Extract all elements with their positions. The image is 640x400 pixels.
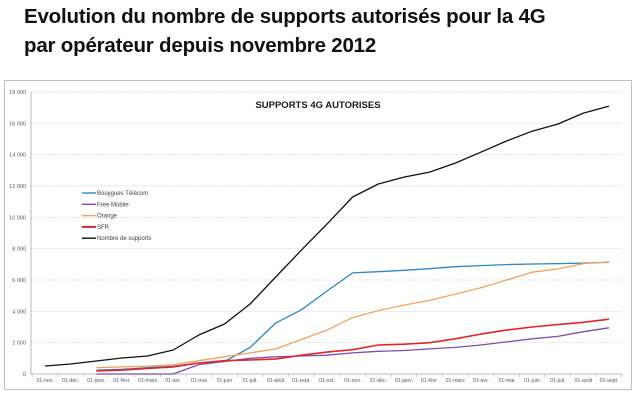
y-tick-label: 0 <box>23 372 26 378</box>
page-title-line-2: par opérateur depuis novembre 2012 <box>24 34 377 57</box>
x-tick-label: 01-juin <box>217 378 233 384</box>
x-tick-label: 01-mars <box>138 378 157 384</box>
legend: Bouygues Télécom Free Mobile Orange SFR Nomb… <box>82 191 151 242</box>
chart-frame <box>4 80 632 390</box>
y-tick-label: 4 000 <box>12 309 26 315</box>
legend-label-nombre-de-supports: Nombre de supports <box>97 236 151 242</box>
series-line-bouygues-telecom <box>96 261 610 371</box>
series-line-sfr <box>96 318 610 372</box>
y-tick-label: 12 000 <box>9 184 26 190</box>
x-tick-label: 01-nov. <box>37 378 54 384</box>
x-tick-label: 01-août <box>575 378 593 384</box>
page-title-line-1: Evolution du nombre de supports autorisé… <box>24 5 546 28</box>
x-tick-label: 01-janv. <box>87 378 105 384</box>
x-tick-label: 01-sept. <box>600 378 619 384</box>
x-tick-label: 01-nov. <box>344 378 361 384</box>
x-tick-label: 01-janv. <box>395 378 413 384</box>
y-tick-label: 8 000 <box>12 247 26 253</box>
x-tick-label: 01-mars <box>446 378 465 384</box>
axes: 0 2 000 4 000 6 000 8 000 10 000 12 000 14 000 1… <box>9 90 623 384</box>
x-tick-label: 01-févr. <box>421 378 438 384</box>
y-tick-label: 14 000 <box>9 153 26 159</box>
x-tick-label: 01-sept. <box>292 378 311 384</box>
x-tick-label: 01-juil. <box>242 378 257 384</box>
page-title: Evolution du nombre de supports autorisé… <box>24 2 546 60</box>
x-tick-label: 01-août <box>267 378 285 384</box>
y-tick-label: 18 000 <box>9 90 26 96</box>
series-line-nombre-de-supports <box>44 105 610 367</box>
x-tick-label: 01-oct. <box>319 378 335 384</box>
x-tick-label: 01-févr. <box>113 378 130 384</box>
x-tick-label: 01-avr. <box>473 378 489 384</box>
x-tick-label: 01-juin <box>524 378 540 384</box>
x-tick-label: 01-avr. <box>165 378 181 384</box>
x-tick-label: 01-mai <box>499 378 515 384</box>
y-tick-label: 10 000 <box>9 215 26 221</box>
series-line-free-mobile <box>96 327 610 375</box>
y-tick-label: 2 000 <box>12 341 26 347</box>
x-tick-label: 01-mai <box>191 378 207 384</box>
x-tick-label: 01-déc. <box>62 378 79 384</box>
gridlines <box>31 91 622 344</box>
y-tick-label: 6 000 <box>12 278 26 284</box>
y-tick-label: 16 000 <box>9 121 26 127</box>
x-tick-label: 01-déc. <box>370 378 387 384</box>
legend-label-bouygues-telecom: Bouygues Télécom <box>97 191 148 197</box>
x-tick-label: 01-juil. <box>550 378 565 384</box>
series-line-orange <box>96 261 610 369</box>
series-lines <box>44 105 610 375</box>
legend-label-orange: Orange <box>97 214 118 220</box>
legend-label-free-mobile: Free Mobile <box>97 202 129 208</box>
legend-label-sfr: SFR <box>97 225 110 231</box>
chart-title: SUPPORTS 4G AUTORISES <box>255 100 380 111</box>
